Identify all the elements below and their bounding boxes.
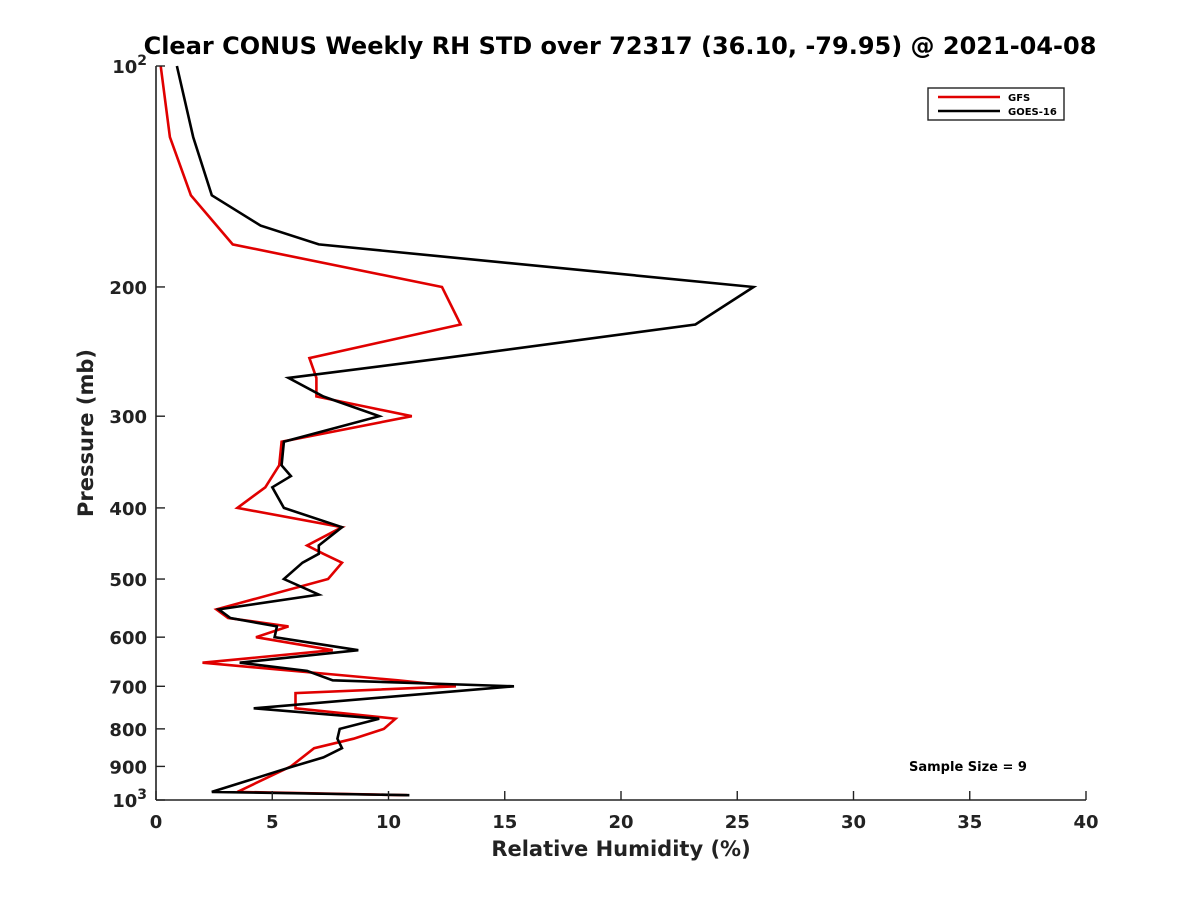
x-tick-label: 20	[608, 812, 633, 833]
x-tick-label: 25	[725, 812, 750, 833]
x-tick-label: 0	[150, 812, 163, 833]
y-tick-label: 103	[112, 787, 147, 812]
x-axis-label: Relative Humidity (%)	[491, 837, 750, 861]
x-tick-label: 10	[376, 812, 401, 833]
y-axis-label: Pressure (mb)	[74, 349, 98, 517]
x-tick-label: 30	[841, 812, 866, 833]
y-tick-label-base: 10	[112, 791, 137, 812]
plot-area	[159, 65, 758, 797]
y-tick-label-exponent: 2	[137, 53, 147, 69]
series-line-goes-16	[175, 65, 758, 797]
x-tick-label: 15	[492, 812, 517, 833]
y-tick-label-exponent: 3	[137, 787, 147, 803]
sample-size-annotation: Sample Size = 9	[909, 760, 1027, 775]
y-tick-label-base: 10	[112, 57, 137, 78]
x-axis: 0 5 10 15 20 25 30 35 40	[150, 791, 1099, 833]
y-tick-label: 700	[109, 677, 147, 698]
legend-label: GOES-16	[1008, 107, 1057, 118]
chart-title: Clear CONUS Weekly RH STD over 72317 (36…	[144, 32, 1097, 60]
y-tick-label: 900	[109, 757, 147, 778]
x-tick-label: 5	[266, 812, 279, 833]
legend-label: GFS	[1008, 93, 1030, 104]
legend-box	[927, 87, 1065, 121]
y-tick-label: 102	[112, 53, 147, 78]
x-tick-label: 35	[957, 812, 982, 833]
y-tick-label: 200	[109, 278, 147, 299]
y-tick-label: 800	[109, 720, 147, 741]
legend: GFS GOES-16	[927, 87, 1065, 121]
y-tick-label: 600	[109, 628, 147, 649]
y-tick-label: 500	[109, 570, 147, 591]
y-tick-label: 300	[109, 407, 147, 428]
series-line-gfs	[159, 65, 463, 797]
y-tick-label: 400	[109, 499, 147, 520]
x-tick-label: 40	[1073, 812, 1098, 833]
